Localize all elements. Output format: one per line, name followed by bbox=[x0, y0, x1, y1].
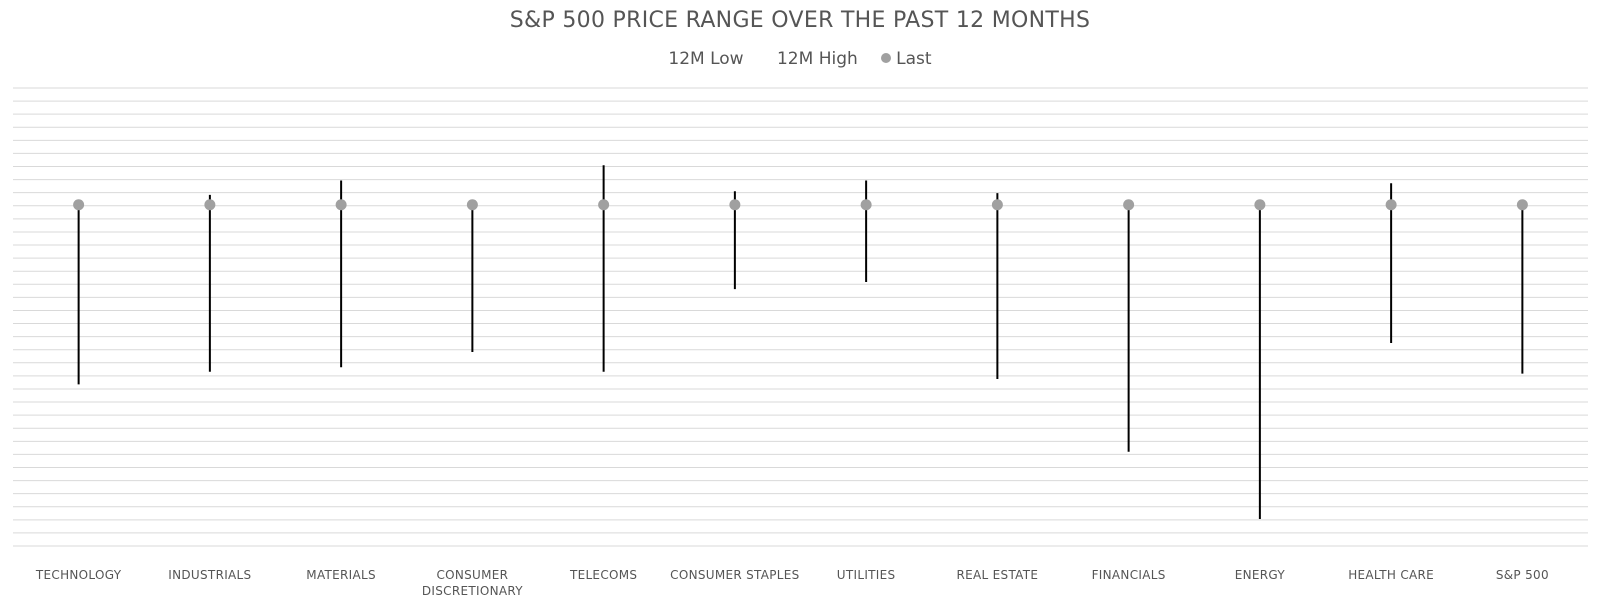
last-marker-8[interactable] bbox=[1123, 199, 1135, 211]
category-label-4: TELECOMS bbox=[569, 568, 637, 582]
legend-dot-icon bbox=[881, 53, 892, 63]
legend-label-high: 12M High bbox=[776, 49, 858, 69]
last-marker-2[interactable] bbox=[335, 199, 347, 211]
legend-item-last[interactable]: Last bbox=[881, 49, 932, 69]
category-labels: TECHNOLOGY INDUSTRIALS MATERIALS CONSUMER DI… bbox=[35, 568, 1549, 598]
last-markers bbox=[73, 199, 1528, 211]
legend-label-low: 12M Low bbox=[668, 49, 744, 69]
category-label-3-line-1: DISCRETIONARY bbox=[422, 584, 523, 598]
legend-item-low[interactable]: 12M Low bbox=[668, 49, 743, 69]
legend: 12M Low 12M High Last bbox=[0, 49, 1600, 69]
category-label-7: REAL ESTATE bbox=[957, 568, 1039, 582]
category-label-10: HEALTH CARE bbox=[1348, 568, 1434, 582]
last-marker-1[interactable] bbox=[204, 199, 216, 211]
category-label-9: ENERGY bbox=[1235, 568, 1286, 582]
category-label-3-line-0: CONSUMER bbox=[436, 568, 508, 582]
legend-item-high[interactable]: 12M High bbox=[777, 49, 858, 69]
last-marker-9[interactable] bbox=[1254, 199, 1266, 211]
last-marker-6[interactable] bbox=[860, 199, 872, 211]
category-label-8: FINANCIALS bbox=[1092, 568, 1166, 582]
category-label-0: TECHNOLOGY bbox=[35, 568, 122, 582]
last-marker-7[interactable] bbox=[991, 199, 1003, 211]
last-marker-3[interactable] bbox=[466, 199, 478, 211]
legend-label-last: Last bbox=[896, 49, 932, 69]
category-label-5: CONSUMER STAPLES bbox=[670, 568, 799, 582]
grid-lines bbox=[13, 87, 1588, 547]
category-label-6: UTILITIES bbox=[837, 568, 896, 582]
category-label-1: INDUSTRIALS bbox=[168, 568, 251, 582]
last-marker-4[interactable] bbox=[598, 199, 610, 211]
category-label-2: MATERIALS bbox=[306, 568, 376, 582]
range-lines bbox=[77, 165, 1524, 520]
chart-title: S&P 500 PRICE RANGE OVER THE PAST 12 MON… bbox=[509, 8, 1091, 33]
last-marker-5[interactable] bbox=[729, 199, 741, 211]
last-marker-10[interactable] bbox=[1385, 199, 1397, 211]
last-marker-0[interactable] bbox=[73, 199, 85, 211]
category-label-11: S&P 500 bbox=[1496, 568, 1549, 582]
last-marker-11[interactable] bbox=[1516, 199, 1528, 211]
